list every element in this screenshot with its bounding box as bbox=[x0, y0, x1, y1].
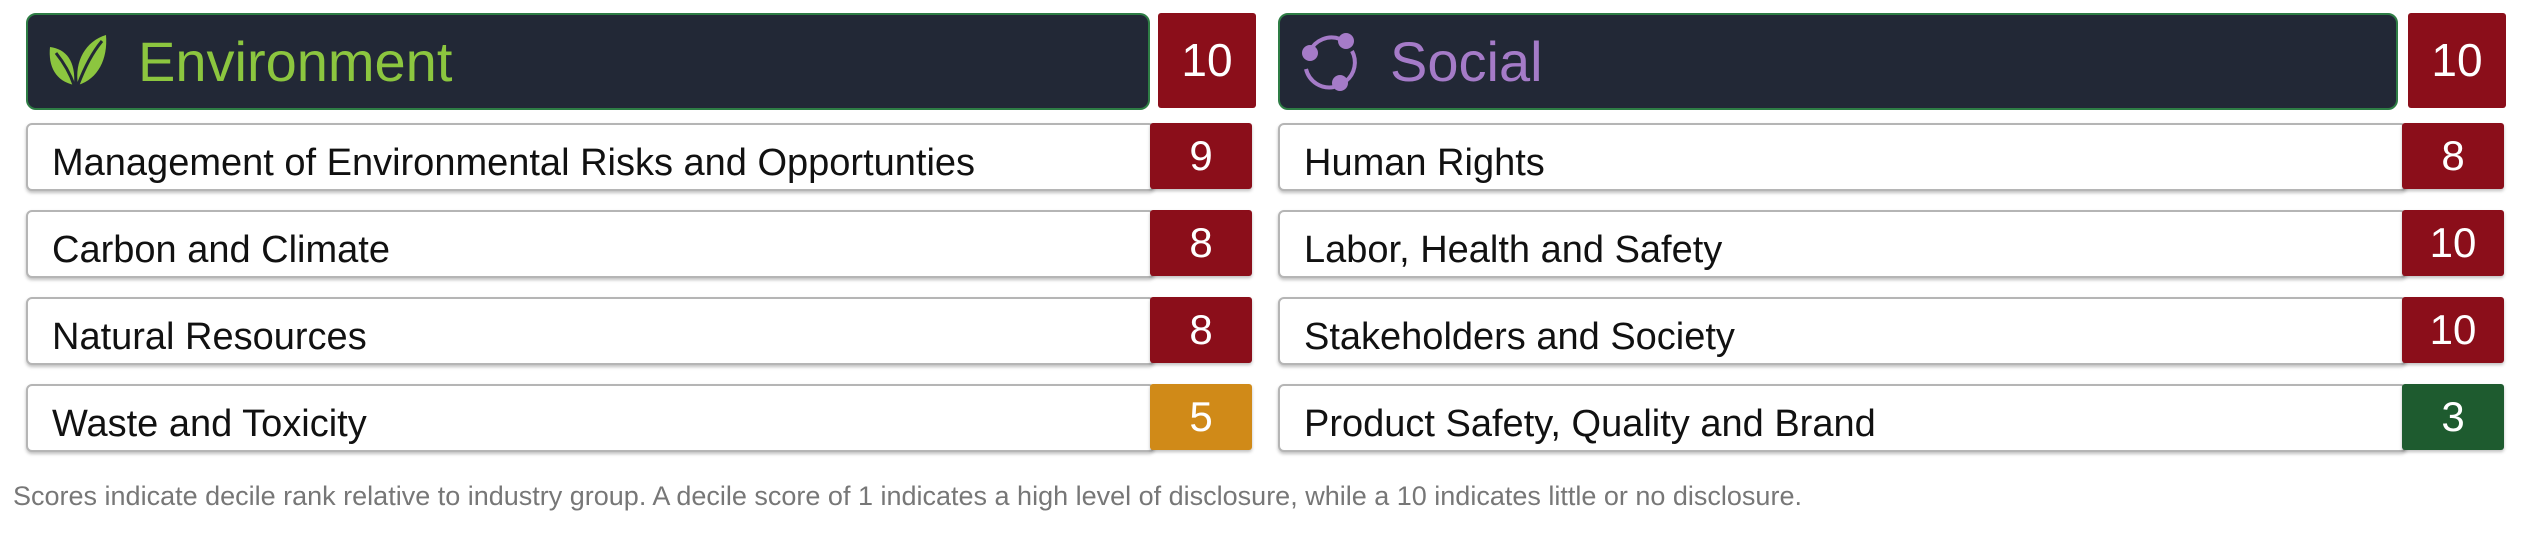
social-title: Social bbox=[1390, 30, 1543, 93]
environment-item-label: Carbon and Climate bbox=[52, 229, 390, 271]
environment-item-label: Natural Resources bbox=[52, 316, 367, 358]
social-item-label: Stakeholders and Society bbox=[1304, 316, 1735, 358]
environment-header-box: Environment bbox=[26, 13, 1150, 110]
people-circle-icon bbox=[1302, 33, 1357, 91]
environment-item-score: 9 bbox=[1150, 123, 1252, 189]
social-header-box: Social bbox=[1278, 13, 2398, 110]
environment-item-box: Carbon and Climate bbox=[26, 210, 1155, 278]
social-item-label: Product Safety, Quality and Brand bbox=[1304, 403, 1876, 445]
social-item-box: Human Rights bbox=[1278, 123, 2407, 191]
social-item-score: 10 bbox=[2402, 297, 2504, 363]
social-item-score: 10 bbox=[2402, 210, 2504, 276]
social-score: 10 bbox=[2408, 13, 2506, 108]
environment-item-box: Natural Resources bbox=[26, 297, 1155, 365]
footnote: Scores indicate decile rank relative to … bbox=[13, 481, 1802, 511]
social-item-box: Stakeholders and Society bbox=[1278, 297, 2407, 365]
environment-item-score: 8 bbox=[1150, 210, 1252, 276]
social-item-score: 3 bbox=[2402, 384, 2504, 450]
environment-item-box: Waste and Toxicity bbox=[26, 384, 1155, 452]
leaf-icon bbox=[49, 35, 107, 86]
environment-score: 10 bbox=[1158, 13, 1256, 108]
environment-item-box: Management of Environmental Risks and Op… bbox=[26, 123, 1155, 191]
social-item-box: Labor, Health and Safety bbox=[1278, 210, 2407, 278]
social-item-box: Product Safety, Quality and Brand bbox=[1278, 384, 2407, 452]
social-item-score: 8 bbox=[2402, 123, 2504, 189]
environment-item-label: Management of Environmental Risks and Op… bbox=[52, 142, 976, 184]
environment-item-label: Waste and Toxicity bbox=[52, 403, 367, 445]
environment-item-score: 5 bbox=[1150, 384, 1252, 450]
social-item-label: Labor, Health and Safety bbox=[1304, 229, 1723, 271]
social-item-label: Human Rights bbox=[1304, 142, 1545, 184]
environment-title: Environment bbox=[138, 30, 453, 93]
environment-item-score: 8 bbox=[1150, 297, 1252, 363]
